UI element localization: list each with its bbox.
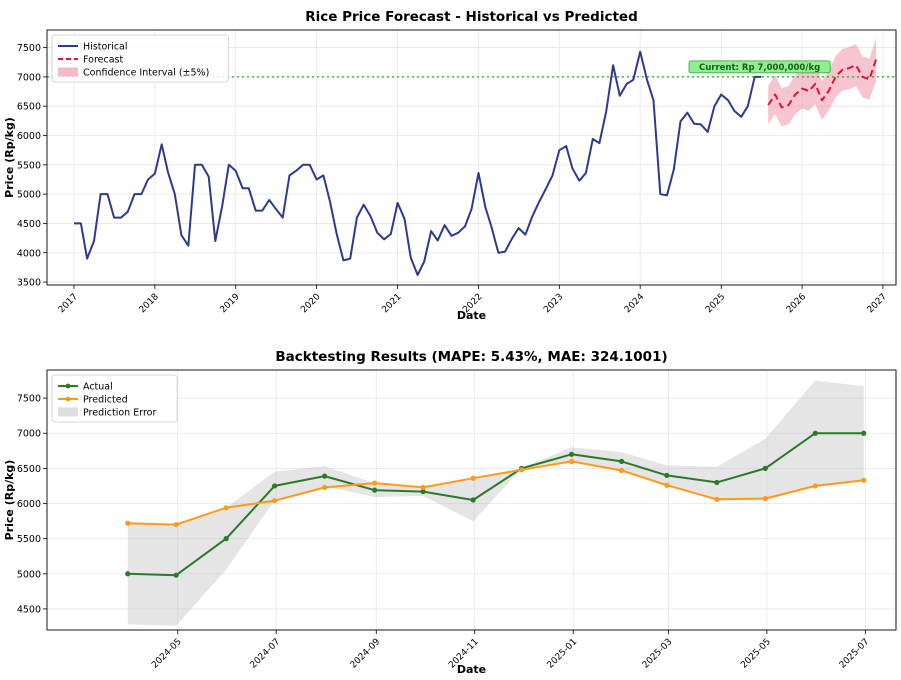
data-point-predicted bbox=[271, 498, 278, 504]
data-point-actual bbox=[714, 479, 720, 486]
data-point-actual bbox=[762, 465, 768, 471]
data-point-actual bbox=[223, 536, 229, 542]
x-tick-label: 2024-05 bbox=[150, 637, 184, 671]
x-tick-label: 2020 bbox=[299, 292, 322, 315]
x-tick-label: 2026 bbox=[785, 292, 808, 315]
chart-title: Rice Price Forecast - Historical vs Pred… bbox=[305, 9, 638, 25]
y-tick-label: 7500 bbox=[17, 43, 41, 54]
y-tick-label: 4000 bbox=[17, 248, 41, 259]
x-tick-label: 2025-07 bbox=[838, 637, 872, 671]
x-tick-label: 2025-03 bbox=[641, 637, 675, 671]
chart-title: Backtesting Results (MAPE: 5.43%, MAE: 3… bbox=[275, 349, 667, 365]
axes-frame bbox=[46, 369, 897, 631]
data-point-predicted bbox=[518, 467, 525, 473]
legend-marker-predicted bbox=[65, 396, 71, 402]
data-point-actual bbox=[861, 430, 867, 436]
y-tick-label: 4500 bbox=[17, 219, 41, 230]
x-tick-label: 2018 bbox=[138, 292, 161, 315]
legend-label-forecast: Forecast bbox=[83, 55, 123, 66]
y-tick-label: 6000 bbox=[17, 131, 41, 142]
x-tick-label: 2024-07 bbox=[249, 637, 283, 671]
data-point-predicted bbox=[420, 484, 426, 490]
series-line-actual bbox=[127, 432, 864, 577]
data-point-predicted bbox=[568, 458, 575, 464]
data-point-predicted bbox=[173, 521, 179, 528]
x-tick-label: 2025-01 bbox=[546, 637, 580, 671]
series-line-historical bbox=[74, 50, 762, 276]
reference-annotation-box bbox=[688, 60, 831, 74]
series-line-forecast bbox=[767, 58, 878, 109]
y-tick-label: 5000 bbox=[17, 190, 41, 201]
y-tick-label: 7000 bbox=[17, 72, 41, 83]
data-point-actual bbox=[173, 572, 179, 578]
y-tick-label: 6500 bbox=[17, 464, 41, 475]
data-point-predicted bbox=[322, 484, 328, 490]
grid bbox=[47, 370, 896, 630]
data-point-actual bbox=[420, 488, 426, 495]
y-tick-label: 6000 bbox=[17, 499, 41, 510]
data-point-predicted bbox=[470, 475, 476, 481]
legend-swatch-prediction-error bbox=[58, 407, 78, 417]
legend-swatch-confidence-interval-5- bbox=[58, 67, 78, 77]
x-axis-label: Date bbox=[457, 309, 486, 322]
legend-label-historical: Historical bbox=[83, 42, 128, 53]
x-tick-label: 2023 bbox=[542, 292, 565, 315]
data-point-actual bbox=[322, 473, 328, 479]
y-tick-label: 7500 bbox=[17, 394, 41, 405]
data-point-predicted bbox=[714, 496, 720, 502]
y-axis-label: Price (Rp/kg) bbox=[3, 460, 16, 541]
x-tick-label: 2021 bbox=[380, 292, 403, 315]
data-point-actual bbox=[271, 483, 278, 489]
legend-marker-actual bbox=[65, 383, 71, 389]
data-point-actual bbox=[568, 451, 575, 457]
legend-label-prediction-error: Prediction Error bbox=[83, 408, 156, 419]
y-tick-label: 7000 bbox=[17, 429, 41, 440]
reference-annotation: Current: Rp 7,000,000/kg bbox=[699, 63, 820, 73]
band-confidence-interval-5- bbox=[768, 37, 877, 127]
series-line-predicted bbox=[127, 460, 864, 526]
legend-box bbox=[51, 34, 229, 83]
y-tick-label: 5500 bbox=[17, 534, 41, 545]
y-tick-label: 5500 bbox=[17, 160, 41, 171]
plot-area bbox=[125, 380, 867, 626]
data-point-actual bbox=[470, 497, 476, 503]
data-point-predicted bbox=[762, 495, 768, 502]
legend-label-actual: Actual bbox=[83, 382, 113, 393]
data-point-actual bbox=[125, 571, 131, 577]
legend-box bbox=[51, 374, 178, 423]
data-point-actual bbox=[619, 458, 625, 464]
x-tick-label: 2027 bbox=[866, 292, 889, 315]
y-tick-label: 3500 bbox=[17, 278, 41, 289]
x-tick-label: 2024 bbox=[623, 292, 646, 315]
data-point-predicted bbox=[372, 480, 378, 486]
data-point-predicted bbox=[812, 483, 818, 489]
legend: Actual Predicted Prediction Error bbox=[51, 374, 178, 423]
axes-frame bbox=[46, 29, 897, 286]
x-tick-label: 2017 bbox=[57, 292, 80, 315]
legend: Historical Forecast Confidence Interval (±… bbox=[51, 34, 229, 83]
chart-panel-1: Backtesting Results (MAPE: 5.43%, MAE: 3… bbox=[3, 349, 897, 676]
data-point-predicted bbox=[664, 482, 670, 488]
data-point-actual bbox=[664, 472, 670, 479]
chart-panel-0: Rice Price Forecast - Historical vs Pred… bbox=[3, 9, 897, 322]
legend-label-confidence-interval-5-: Confidence Interval (±5%) bbox=[83, 68, 209, 79]
data-point-predicted bbox=[125, 520, 131, 526]
x-tick-label: 2025-05 bbox=[739, 637, 773, 671]
y-tick-label: 6500 bbox=[17, 102, 41, 113]
y-tick-label: 5000 bbox=[17, 569, 41, 580]
legend-label-predicted: Predicted bbox=[83, 395, 128, 406]
x-tick-label: 2019 bbox=[219, 292, 242, 315]
x-tick-label: 2025 bbox=[704, 292, 727, 315]
y-axis-label: Price (Rp/kg) bbox=[3, 117, 16, 198]
x-tick-label: 2024-09 bbox=[349, 637, 383, 671]
y-tick-label: 4500 bbox=[17, 604, 41, 615]
data-point-actual bbox=[812, 430, 818, 436]
data-point-predicted bbox=[223, 505, 229, 511]
data-point-predicted bbox=[861, 477, 867, 483]
x-axis-label: Date bbox=[457, 663, 486, 676]
data-point-predicted bbox=[619, 467, 625, 474]
data-point-actual bbox=[372, 487, 378, 493]
